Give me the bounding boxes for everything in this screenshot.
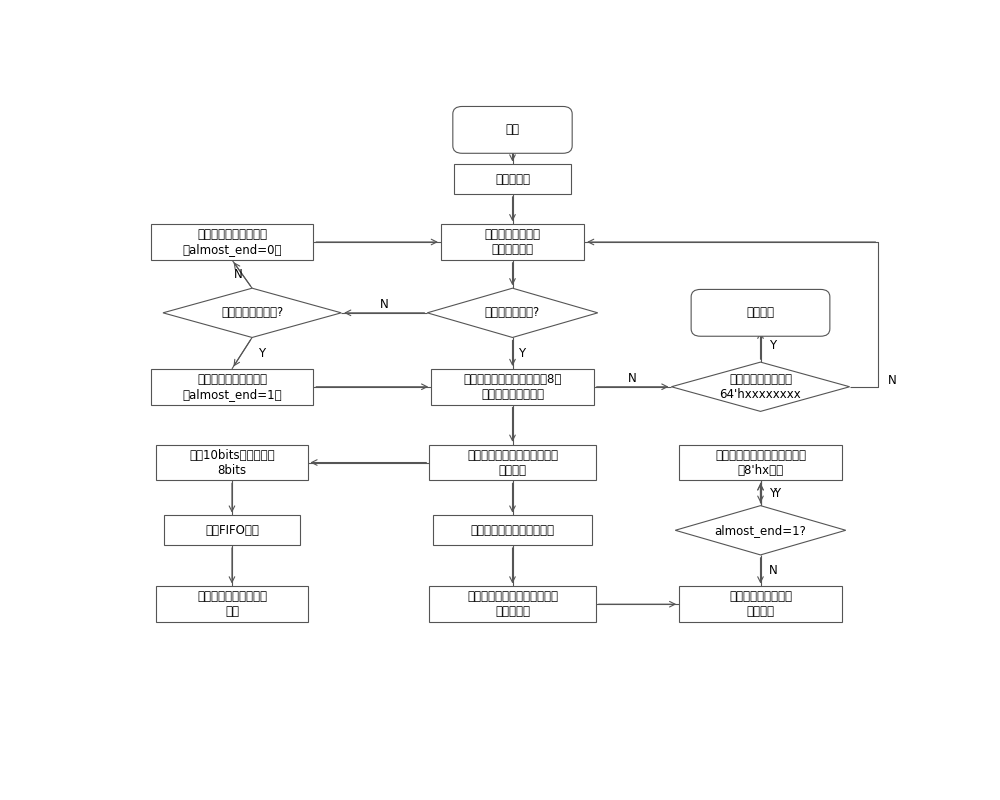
Text: N: N — [769, 564, 777, 577]
Bar — [151, 224, 313, 260]
Text: 根据匹配长度更新字典地址: 根据匹配长度更新字典地址 — [471, 524, 554, 537]
Text: 将此10bits地址转换为
8bits: 将此10bits地址转换为 8bits — [189, 449, 275, 477]
Bar — [454, 164, 571, 194]
Text: 将需要更新的部分移位寄存器
用8'hx填满: 将需要更新的部分移位寄存器 用8'hx填满 — [715, 449, 806, 477]
Text: Y: Y — [773, 486, 780, 499]
FancyBboxPatch shape — [453, 106, 572, 154]
Text: 读待带压缩数据到
移位寄存器中: 读待带压缩数据到 移位寄存器中 — [484, 228, 540, 256]
Text: 已无新数据可读入?: 已无新数据可读入? — [221, 306, 283, 319]
Bar — [679, 586, 842, 622]
Text: 移位寄存器中数据为
64'hxxxxxxxx: 移位寄存器中数据为 64'hxxxxxxxx — [720, 373, 801, 401]
Bar — [151, 369, 313, 405]
Bar — [429, 445, 596, 480]
Text: 将移位寄存器中数据同时与8个
字典中数据进行匹配: 将移位寄存器中数据同时与8个 字典中数据进行匹配 — [463, 373, 562, 401]
Bar — [164, 515, 300, 545]
Text: 获得最长匹配长度与其对应的
字典地址: 获得最长匹配长度与其对应的 字典地址 — [467, 449, 558, 477]
Text: N: N — [888, 374, 896, 387]
Bar — [156, 586, 308, 622]
Polygon shape — [163, 288, 341, 338]
Text: 根据匹配长度更新移
位寄存器: 根据匹配长度更新移 位寄存器 — [729, 590, 792, 618]
Text: Y: Y — [769, 486, 776, 499]
Text: Y: Y — [518, 346, 525, 360]
Bar — [679, 445, 842, 480]
Text: 串并转换，将压缩结果
输出: 串并转换，将压缩结果 输出 — [197, 590, 267, 618]
Text: 将已匹配字符串与下一字符写
入对应地址: 将已匹配字符串与下一字符写 入对应地址 — [467, 590, 558, 618]
Text: 开始: 开始 — [506, 123, 520, 136]
Bar — [433, 515, 592, 545]
Text: 初始化字典: 初始化字典 — [495, 173, 530, 186]
Text: 移位寄存器已满?: 移位寄存器已满? — [485, 306, 540, 319]
Text: N: N — [234, 267, 243, 281]
Text: 经过FIFO缓存: 经过FIFO缓存 — [205, 524, 259, 537]
Polygon shape — [671, 362, 850, 411]
Bar — [441, 224, 584, 260]
Text: N: N — [380, 298, 389, 311]
Text: N: N — [628, 372, 637, 386]
Text: Y: Y — [769, 339, 776, 352]
Text: 压缩即将结束标志置零
（almost_end=0）: 压缩即将结束标志置零 （almost_end=0） — [182, 228, 282, 256]
Bar — [429, 586, 596, 622]
Polygon shape — [427, 288, 598, 338]
Polygon shape — [675, 506, 846, 555]
Bar — [431, 369, 594, 405]
Text: almost_end=1?: almost_end=1? — [715, 524, 806, 537]
Text: 压缩结束: 压缩结束 — [746, 306, 774, 319]
FancyBboxPatch shape — [691, 290, 830, 336]
Text: 压缩即将结束标志置零
（almost_end=1）: 压缩即将结束标志置零 （almost_end=1） — [182, 373, 282, 401]
Bar — [156, 445, 308, 480]
Text: Y: Y — [258, 346, 265, 360]
